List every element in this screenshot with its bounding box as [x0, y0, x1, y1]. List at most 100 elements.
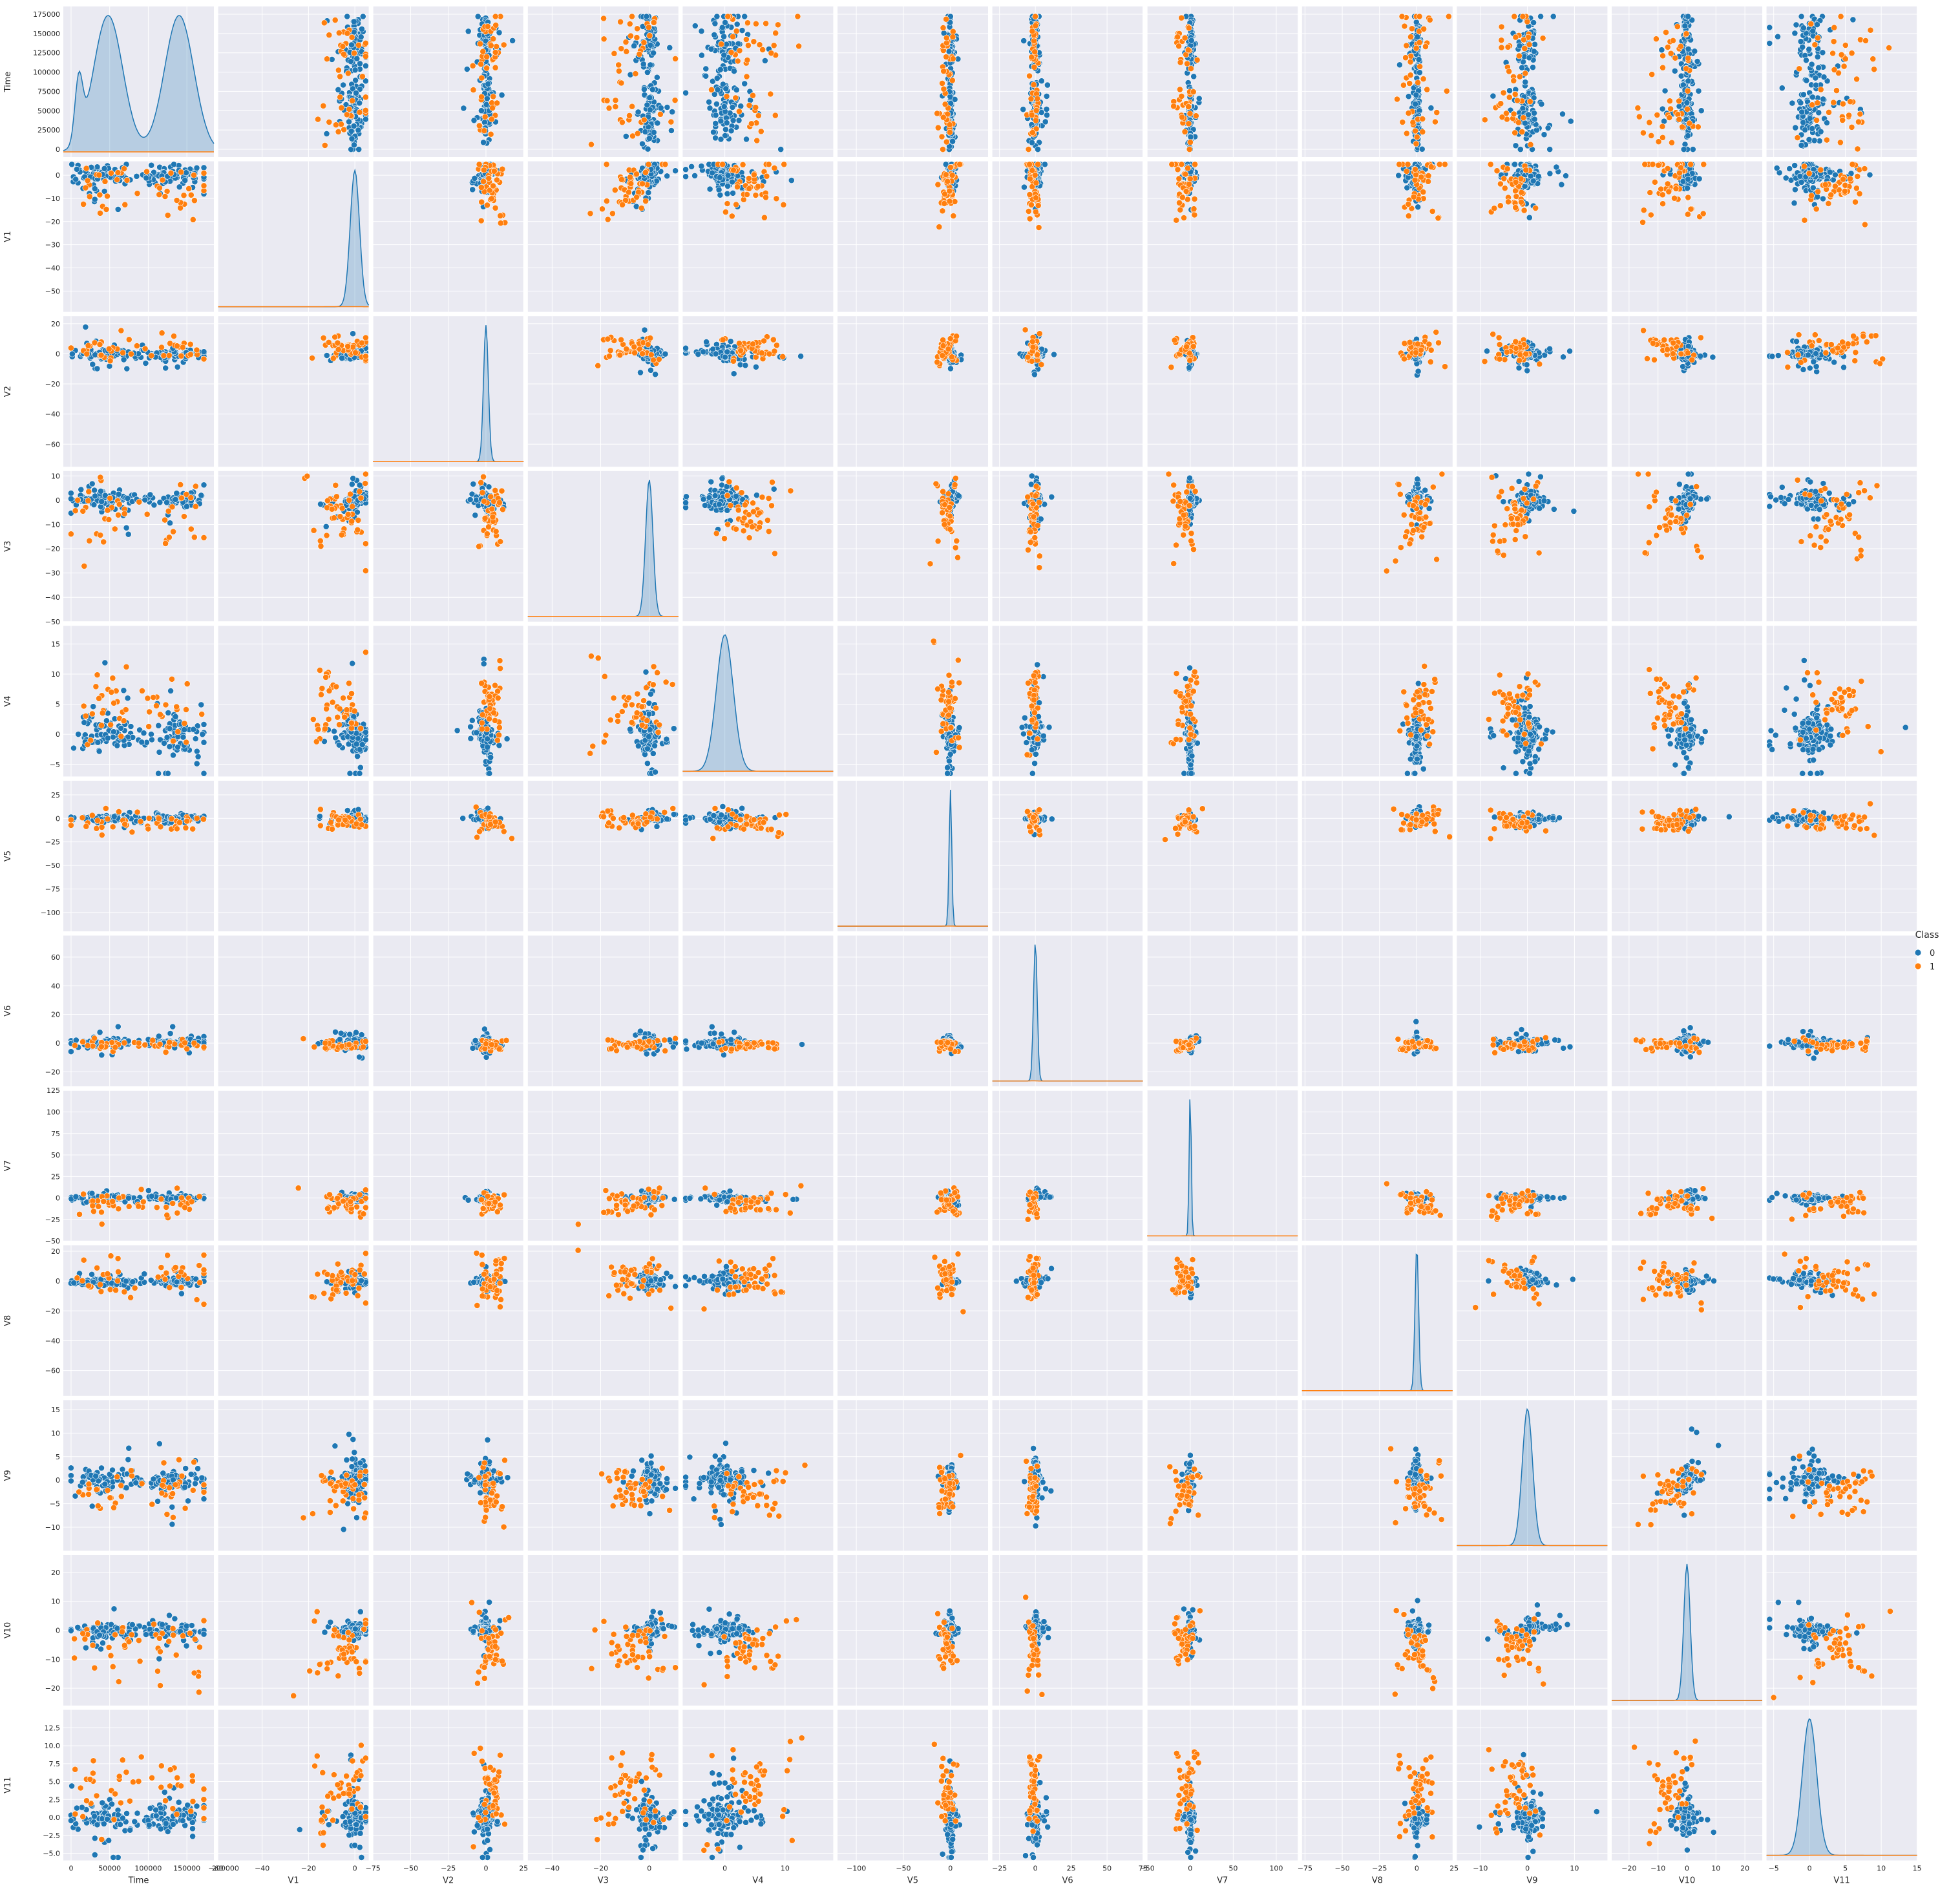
point-class-0 — [644, 14, 649, 19]
point-class-1 — [612, 187, 618, 193]
point-class-1 — [363, 40, 368, 46]
point-class-1 — [935, 182, 941, 187]
point-class-1 — [481, 128, 487, 134]
point-class-0 — [1191, 74, 1197, 79]
point-class-1 — [1684, 106, 1690, 112]
point-class-0 — [1820, 96, 1826, 102]
point-class-1 — [751, 172, 757, 178]
point-class-0 — [762, 58, 768, 63]
panel-Time-vs-V3 — [528, 6, 679, 157]
point-class-1 — [1428, 164, 1434, 170]
point-class-1 — [763, 21, 769, 26]
point-class-1 — [761, 215, 767, 220]
point-class-1 — [162, 193, 168, 199]
point-class-1 — [1506, 69, 1512, 74]
point-class-1 — [1175, 167, 1181, 173]
point-class-0 — [1694, 58, 1700, 64]
point-class-0 — [1507, 88, 1513, 94]
point-class-1 — [672, 98, 678, 103]
point-class-1 — [616, 62, 622, 68]
point-class-0 — [692, 173, 698, 178]
point-class-1 — [337, 94, 343, 100]
panel-background — [838, 6, 988, 157]
point-class-1 — [1683, 66, 1689, 72]
point-class-1 — [1831, 100, 1837, 105]
panel-background — [993, 6, 1143, 157]
point-class-0 — [703, 73, 709, 79]
point-class-1 — [1512, 188, 1518, 194]
panel-Time-vs-V10 — [1612, 6, 1762, 157]
point-class-1 — [1515, 120, 1521, 125]
point-class-1 — [719, 41, 724, 47]
point-class-1 — [1400, 119, 1406, 125]
point-class-1 — [1831, 67, 1837, 72]
point-class-1 — [201, 183, 207, 189]
point-class-1 — [1857, 111, 1863, 117]
point-class-1 — [484, 202, 490, 208]
point-class-1 — [114, 176, 120, 182]
point-class-0 — [1696, 88, 1702, 94]
point-class-1 — [81, 201, 87, 207]
point-class-1 — [1512, 130, 1518, 136]
point-class-1 — [1404, 43, 1409, 48]
panel-background — [1147, 162, 1298, 312]
point-class-1 — [1429, 208, 1435, 214]
point-class-1 — [1647, 120, 1652, 125]
point-class-1 — [1527, 99, 1533, 105]
point-class-1 — [1033, 180, 1039, 185]
point-class-0 — [644, 69, 650, 75]
point-class-1 — [940, 208, 945, 214]
point-class-1 — [191, 172, 196, 178]
point-class-1 — [1838, 14, 1844, 19]
point-class-1 — [634, 194, 640, 200]
point-class-1 — [935, 125, 941, 131]
point-class-0 — [353, 90, 359, 96]
point-class-0 — [1044, 93, 1049, 99]
point-class-1 — [479, 75, 485, 81]
point-class-1 — [1407, 72, 1413, 78]
point-class-1 — [1026, 73, 1032, 79]
point-class-0 — [74, 166, 79, 172]
point-class-1 — [1412, 177, 1418, 183]
point-class-0 — [475, 14, 481, 19]
point-class-1 — [1026, 147, 1031, 153]
point-class-1 — [1432, 119, 1438, 125]
point-class-0 — [483, 101, 489, 107]
point-class-1 — [737, 48, 743, 54]
point-class-0 — [1490, 93, 1496, 99]
y-tick-label: 175000 — [33, 10, 60, 19]
point-class-1 — [1663, 30, 1669, 36]
point-class-1 — [1407, 80, 1413, 86]
point-class-1 — [604, 162, 609, 167]
point-class-1 — [725, 14, 731, 19]
point-class-0 — [1413, 92, 1419, 98]
point-class-0 — [717, 67, 723, 72]
point-class-0 — [1813, 82, 1819, 88]
point-class-1 — [1660, 65, 1665, 70]
point-class-1 — [627, 21, 633, 26]
point-class-1 — [324, 56, 330, 62]
point-class-1 — [941, 68, 947, 74]
point-class-1 — [494, 177, 500, 183]
point-class-1 — [734, 184, 740, 190]
point-class-1 — [1512, 14, 1517, 19]
point-class-1 — [754, 138, 760, 143]
point-class-0 — [1539, 101, 1544, 107]
point-class-1 — [344, 112, 350, 118]
point-class-1 — [957, 162, 963, 167]
panel-Time-vs-V1 — [218, 6, 369, 157]
point-class-1 — [83, 165, 89, 171]
point-class-0 — [1816, 65, 1822, 70]
point-class-0 — [143, 175, 149, 181]
point-class-1 — [1402, 23, 1407, 29]
point-class-0 — [134, 173, 140, 179]
point-class-1 — [1033, 118, 1038, 123]
point-class-0 — [734, 21, 740, 27]
point-class-1 — [1434, 110, 1440, 116]
point-class-1 — [201, 170, 207, 176]
point-class-1 — [1406, 111, 1411, 116]
point-class-1 — [480, 48, 486, 54]
point-class-0 — [1419, 146, 1425, 152]
panel-background — [1767, 6, 1917, 157]
point-class-1 — [1413, 45, 1419, 51]
